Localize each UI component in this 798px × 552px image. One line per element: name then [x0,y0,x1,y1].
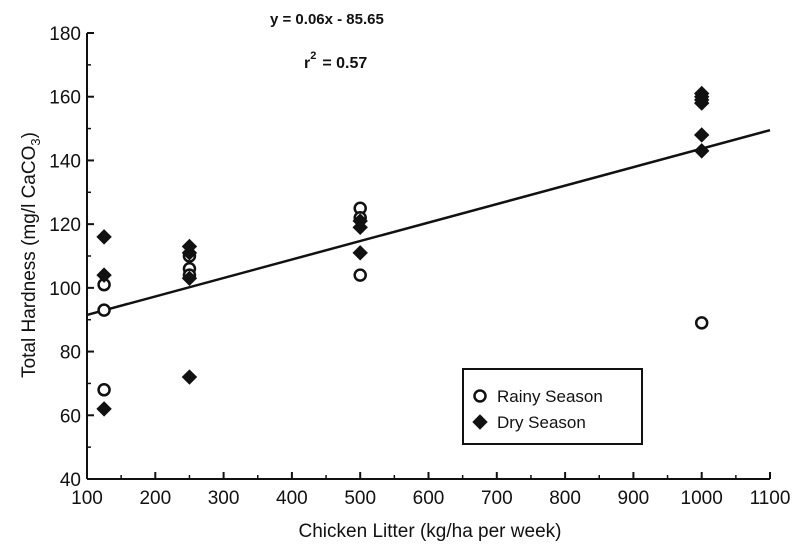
x-tick-label: 300 [208,488,240,509]
y-tick-label: 40 [60,470,81,491]
x-tick-label: 900 [618,488,650,509]
x-tick-label: 100 [71,488,103,509]
x-tick-label: 600 [413,488,445,509]
legend-dry-marker [472,414,488,430]
rainy-season-point [353,268,367,282]
rainy-season-point [97,383,111,397]
x-tick-label: 1100 [750,488,791,509]
rainy-season-point [694,316,709,330]
dry-season-point [96,267,112,283]
dry-season-point [693,127,710,143]
dry-season-point [181,245,198,261]
series-dry-season [96,85,710,417]
dry-season-point [96,229,112,245]
series-rainy-season [97,201,709,397]
legend: Rainy Season Dry Season [462,368,643,445]
dry-season-point [693,95,710,111]
y-axis: 40 60 80 100 120 140 160 180 [49,24,94,491]
y-tick-label: 80 [60,343,81,364]
x-tick-label: 700 [481,488,513,509]
y-tick-label: 100 [49,279,81,300]
rainy-season-point [97,303,111,317]
x-tick-label: 500 [344,488,376,509]
legend-box [462,368,643,445]
regression-line [86,128,771,317]
y-tick-label: 120 [49,215,81,236]
regression-line-group [86,128,771,317]
dry-season-point [352,245,368,261]
legend-rainy-marker [473,389,487,403]
data-points [96,85,710,417]
x-tick-label: 1000 [681,488,723,509]
x-axis-label: Chicken Litter (kg/ha per week) [299,521,562,542]
legend-label: Rainy Season [497,387,603,406]
regression-equation: y = 0.06x - 85.65 [270,11,384,28]
x-tick-label: 400 [276,488,308,509]
dry-season-point [181,270,198,287]
x-tick-label: 800 [549,488,581,509]
y-tick-label: 140 [49,151,81,172]
x-axis: 100 200 300 400 500 600 700 800 900 1000 1100 [71,472,790,509]
legend-label: Dry Season [497,413,586,432]
dry-season-point [693,143,710,159]
y-tick-label: 180 [49,24,81,45]
r-squared-annotation: r2 = 0.57 [304,50,367,72]
y-tick-label: 160 [49,88,81,109]
dry-season-point [352,219,368,236]
y-axis-label: Total Hardness (mg/l CaCO3) [19,132,43,378]
x-tick-label: 200 [139,488,171,509]
dry-season-point [96,401,112,417]
dry-season-point [181,369,198,385]
y-tick-label: 60 [60,406,81,427]
